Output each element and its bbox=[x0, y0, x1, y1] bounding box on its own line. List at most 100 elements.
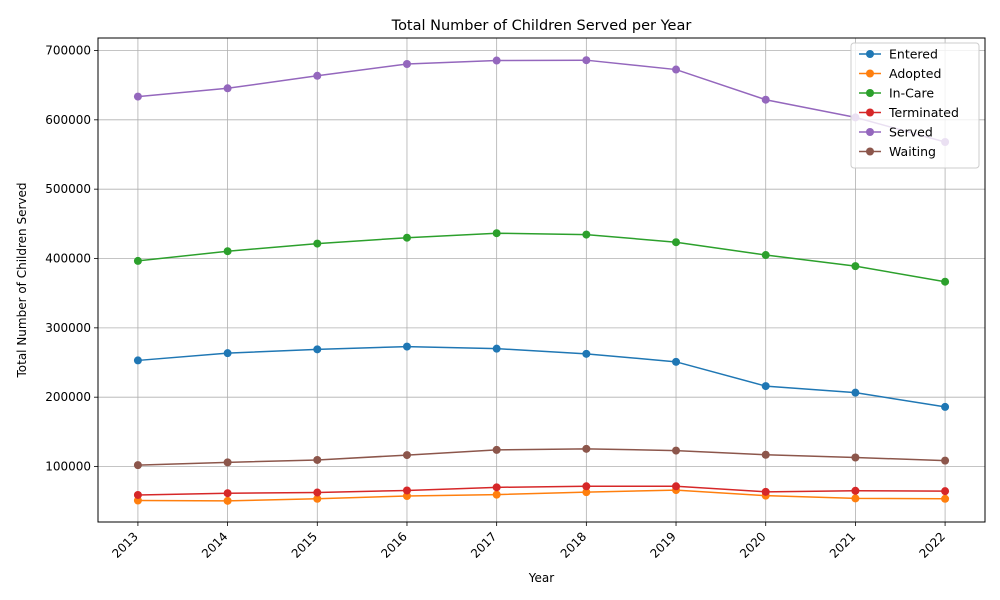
data-point-adopted bbox=[492, 490, 501, 499]
data-point-waiting bbox=[402, 451, 411, 460]
series-layer bbox=[133, 56, 950, 505]
data-point-terminated bbox=[851, 486, 860, 495]
x-tick-label: 2018 bbox=[558, 529, 589, 560]
legend-marker bbox=[866, 147, 874, 156]
data-point-waiting bbox=[133, 461, 142, 470]
data-point-in-care bbox=[402, 233, 411, 242]
data-point-waiting bbox=[941, 456, 950, 465]
chart-title: Total Number of Children Served per Year bbox=[391, 18, 692, 34]
y-tick-label: 100000 bbox=[45, 460, 91, 474]
series-line-terminated bbox=[137, 485, 946, 496]
legend-label: Adopted bbox=[889, 66, 941, 81]
data-point-in-care bbox=[672, 238, 681, 247]
x-tick-label: 2013 bbox=[109, 529, 140, 560]
data-point-terminated bbox=[313, 488, 322, 497]
y-tick-label: 400000 bbox=[45, 252, 91, 266]
y-tick-label: 500000 bbox=[45, 182, 91, 196]
x-tick-label: 2022 bbox=[917, 529, 948, 560]
series-line-entered bbox=[137, 345, 946, 408]
data-point-entered bbox=[492, 344, 501, 353]
data-point-adopted bbox=[313, 494, 322, 503]
legend-label: Terminated bbox=[888, 105, 959, 120]
legend-marker bbox=[866, 50, 874, 58]
data-point-entered bbox=[313, 345, 322, 354]
x-axis-label: Year bbox=[528, 571, 554, 585]
data-point-terminated bbox=[941, 487, 950, 496]
data-point-terminated bbox=[223, 489, 232, 498]
data-point-entered bbox=[582, 349, 591, 358]
legend-label: In-Care bbox=[889, 86, 934, 101]
data-point-terminated bbox=[402, 486, 411, 495]
data-point-served bbox=[761, 95, 770, 104]
data-point-served bbox=[223, 84, 232, 93]
x-tick-label: 2020 bbox=[737, 529, 768, 560]
y-tick-label: 300000 bbox=[45, 321, 91, 335]
data-point-in-care bbox=[941, 277, 950, 286]
data-point-entered bbox=[402, 342, 411, 351]
legend-marker bbox=[866, 89, 874, 97]
x-tick-label: 2021 bbox=[827, 529, 858, 560]
legend-label: Served bbox=[889, 125, 933, 140]
y-axis-label: Total Number of Children Served bbox=[15, 182, 29, 378]
y-tick-label: 200000 bbox=[45, 390, 91, 404]
data-point-in-care bbox=[851, 262, 860, 271]
data-point-served bbox=[582, 56, 591, 65]
series-line-waiting bbox=[137, 448, 946, 466]
data-point-served bbox=[133, 92, 142, 101]
series-line-served bbox=[137, 59, 946, 143]
data-point-waiting bbox=[672, 446, 681, 455]
legend-label: Waiting bbox=[889, 144, 936, 159]
x-tick-label: 2015 bbox=[289, 529, 320, 560]
legend: Entered Adopted In-Care Terminated Served Wai… bbox=[850, 42, 980, 169]
data-point-entered bbox=[672, 357, 681, 366]
grid bbox=[98, 38, 985, 522]
data-point-adopted bbox=[851, 494, 860, 503]
data-point-entered bbox=[133, 356, 142, 365]
series-line-adopted bbox=[137, 489, 946, 502]
data-point-entered bbox=[851, 388, 860, 397]
y-tick-label: 600000 bbox=[45, 113, 91, 127]
data-point-in-care bbox=[761, 251, 770, 260]
data-point-in-care bbox=[133, 256, 142, 265]
data-point-terminated bbox=[492, 483, 501, 492]
data-point-waiting bbox=[761, 450, 770, 459]
x-tick-label: 2016 bbox=[378, 529, 409, 560]
data-point-in-care bbox=[313, 239, 322, 248]
x-tick-label: 2014 bbox=[199, 529, 230, 560]
data-point-adopted bbox=[133, 496, 142, 505]
data-point-waiting bbox=[582, 444, 591, 453]
data-point-in-care bbox=[223, 247, 232, 256]
x-tick-label: 2019 bbox=[647, 529, 678, 560]
data-point-served bbox=[402, 60, 411, 69]
x-tick-label: 2017 bbox=[468, 529, 499, 560]
data-point-in-care bbox=[582, 230, 591, 239]
series-line-in-care bbox=[137, 232, 946, 283]
y-tick-label: 700000 bbox=[45, 43, 91, 57]
data-point-waiting bbox=[492, 445, 501, 454]
legend-marker bbox=[866, 108, 874, 117]
data-point-served bbox=[672, 65, 681, 74]
data-point-adopted bbox=[402, 491, 411, 500]
y-axis: 100000 200000 300000 400000 500000 600000 7000… bbox=[45, 43, 98, 474]
data-point-in-care bbox=[492, 229, 501, 238]
data-point-waiting bbox=[851, 453, 860, 462]
data-point-served bbox=[313, 71, 322, 80]
data-point-waiting bbox=[313, 455, 322, 464]
legend-marker bbox=[866, 69, 874, 78]
data-point-terminated bbox=[582, 482, 591, 491]
data-point-entered bbox=[223, 349, 232, 358]
data-point-entered bbox=[941, 402, 950, 411]
data-point-served bbox=[492, 56, 501, 65]
data-point-adopted bbox=[582, 488, 591, 497]
data-point-adopted bbox=[223, 496, 232, 505]
legend-box bbox=[850, 42, 980, 169]
x-axis: 2013 2014 2015 2016 2017 2018 2019 2020 2021 2022 bbox=[109, 522, 948, 561]
legend-label: Entered bbox=[889, 47, 938, 62]
data-point-adopted bbox=[941, 494, 950, 503]
data-point-entered bbox=[761, 382, 770, 391]
plot-frame bbox=[97, 37, 986, 523]
legend-marker bbox=[866, 128, 874, 136]
data-point-terminated bbox=[672, 482, 681, 491]
data-point-terminated bbox=[133, 490, 142, 499]
